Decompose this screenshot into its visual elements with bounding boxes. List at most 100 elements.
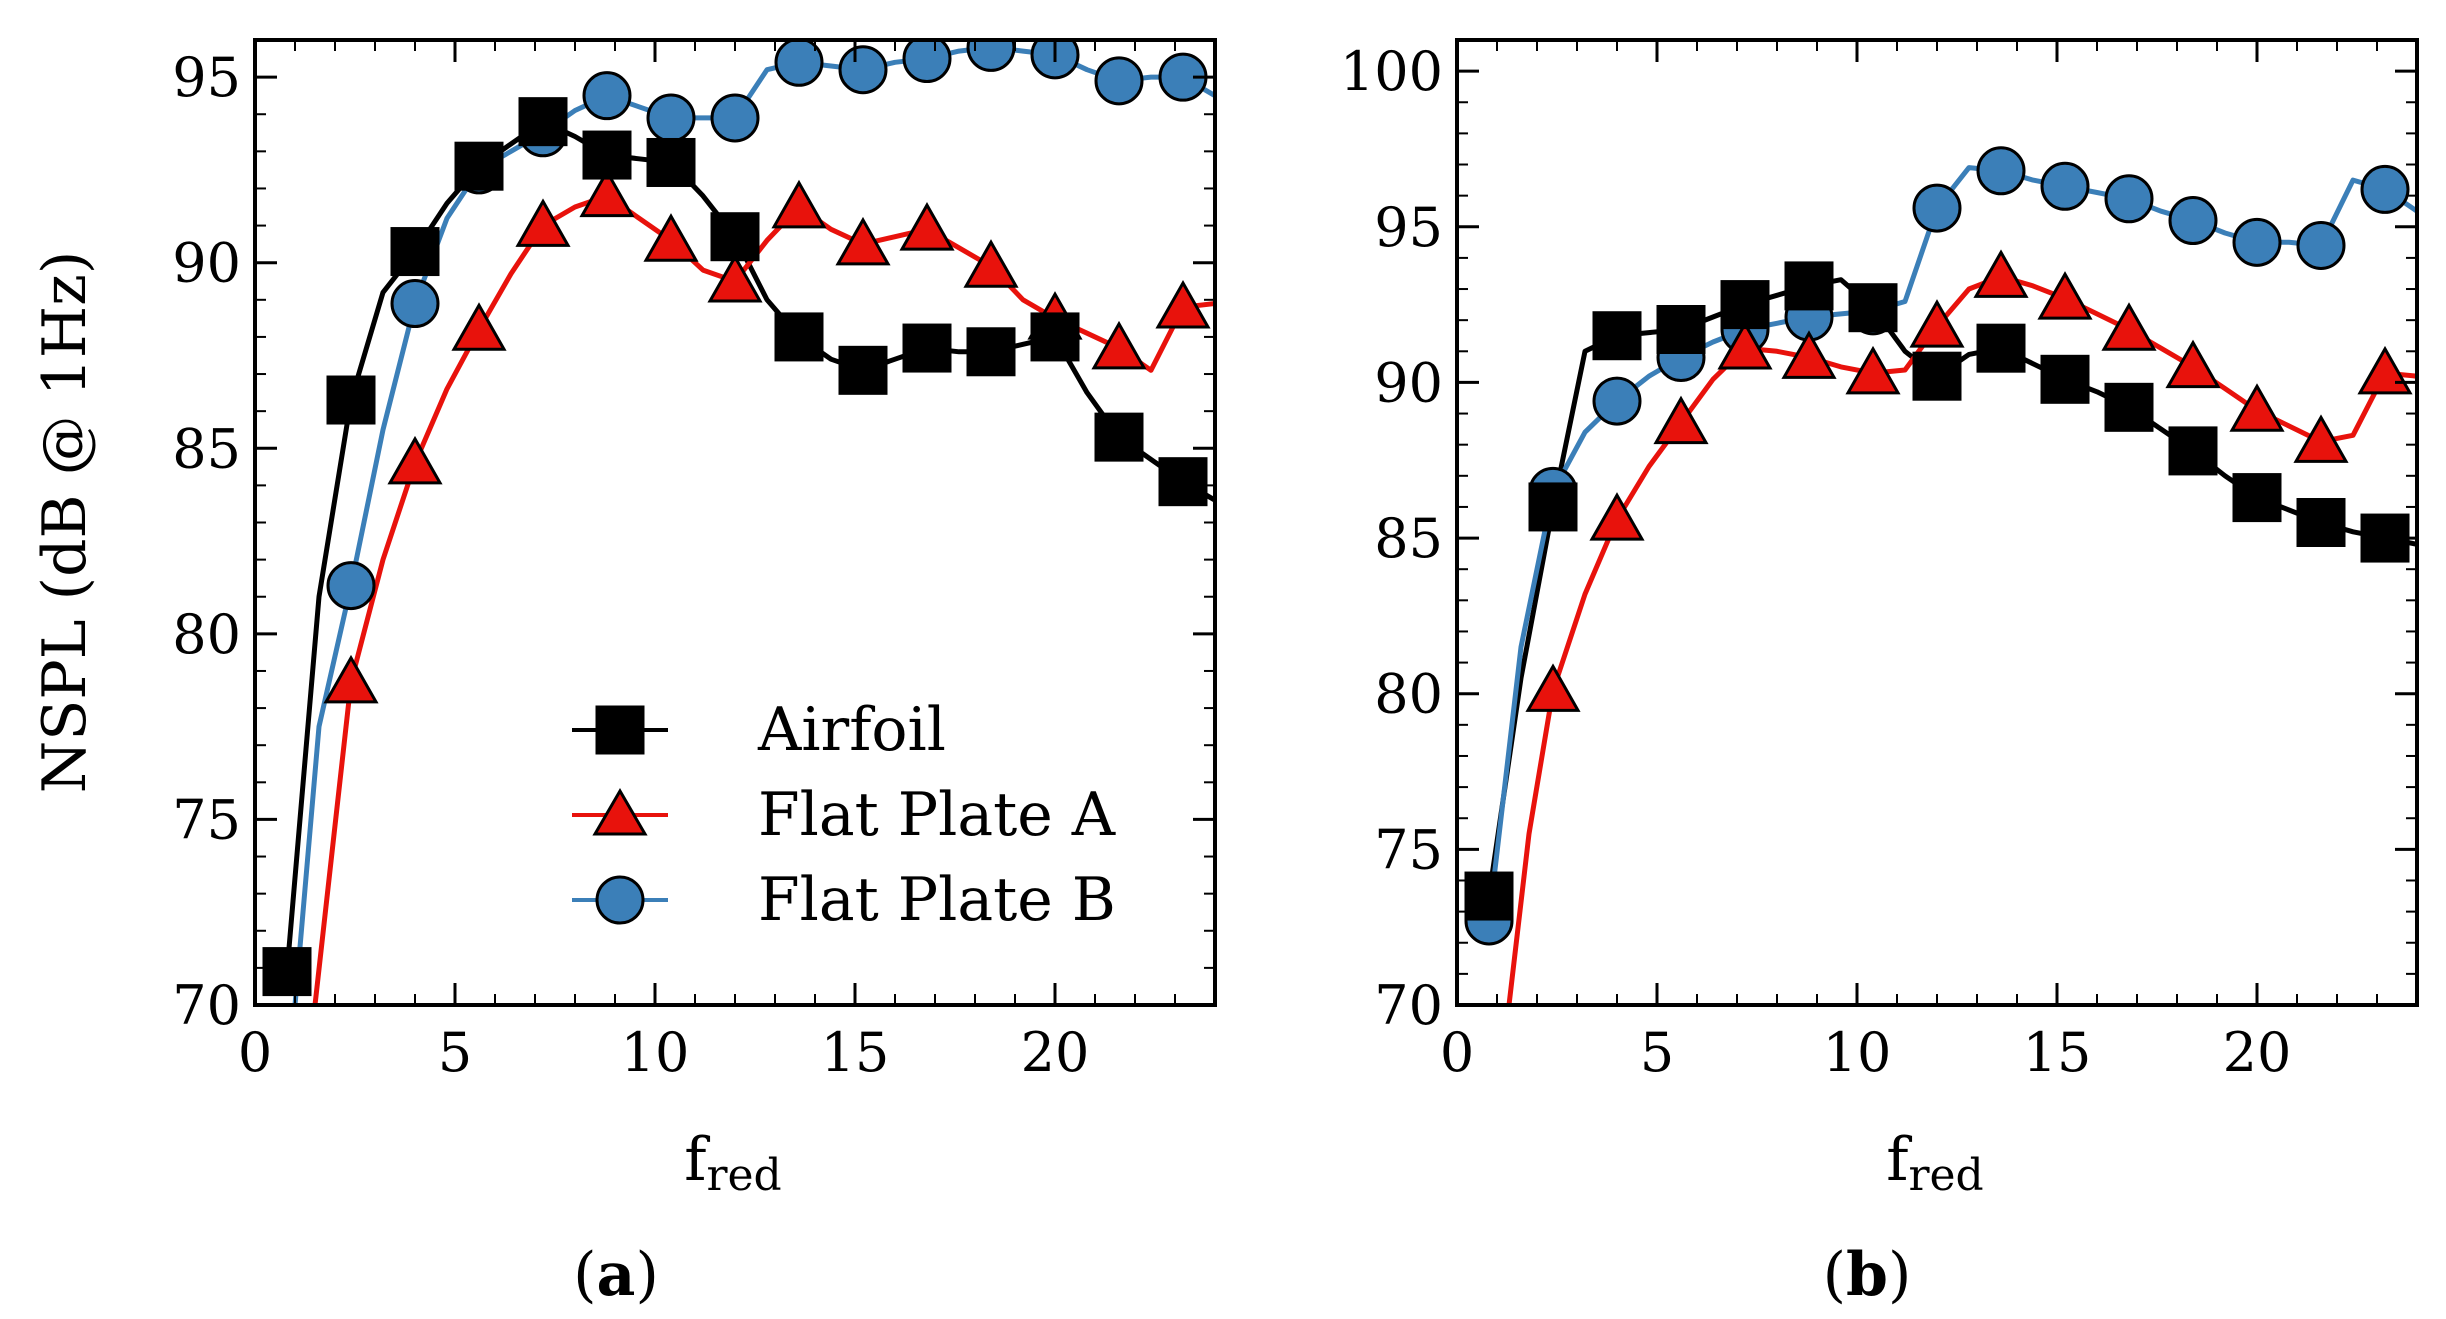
panel-a-point-flat-plate-a <box>899 202 955 251</box>
panel-b-ticks: 0 5 10 15 20 70 75 80 85 90 95 100 <box>1340 39 2418 1084</box>
panel-b-point-flat-plate-b <box>2232 217 2282 267</box>
panel-a-point-airfoil <box>966 327 1016 377</box>
legend-entry-flat-plate-a: Flat Plate A <box>572 780 1116 850</box>
panel-b-series-line-flat-plate-b <box>1486 165 2417 922</box>
panel-b-label: (b) <box>1823 1240 1912 1310</box>
panel-b-y-tick-label: 80 <box>1374 663 1443 726</box>
panel-a-point-airfoil <box>454 141 504 191</box>
panel-a-point-airfoil <box>1158 457 1208 507</box>
panel-b-point-airfoil <box>1720 280 1770 330</box>
panel-a-point-flat-plate-b <box>390 279 440 329</box>
panel-b-y-tick-label: 90 <box>1374 351 1443 414</box>
panel-b-point-airfoil <box>1656 305 1706 354</box>
panel-a-label-close: ) <box>635 1240 658 1310</box>
panel-a-x-axis-title-sub: red <box>706 1150 781 1201</box>
legend-entry-airfoil: Airfoil <box>572 695 946 765</box>
panel-b-label-close: ) <box>1888 1240 1911 1310</box>
panel-a-y-tick-label: 90 <box>172 232 241 295</box>
panel-b-x-tick-label: 15 <box>2023 1021 2092 1084</box>
legend-label-airfoil: Airfoil <box>757 695 946 765</box>
panel-b-point-flat-plate-b <box>2104 174 2154 224</box>
panel-a-point-flat-plate-b <box>902 40 952 84</box>
panel-b-label-letter: b <box>1846 1240 1888 1310</box>
panel-b-y-tick-label: 95 <box>1374 196 1443 259</box>
panel-b-y-tick-label: 75 <box>1374 818 1443 881</box>
panel-a-point-flat-plate-a <box>771 179 827 229</box>
panel-b-point-flat-plate-b <box>2040 161 2090 211</box>
panel-a-point-flat-plate-b <box>646 93 696 143</box>
panel-a-point-flat-plate-a <box>835 216 891 266</box>
panel-a-y-tick-label: 85 <box>172 417 241 480</box>
panel-a-y-tick-label: 70 <box>172 974 241 1037</box>
panel-b-point-flat-plate-a <box>1717 320 1773 370</box>
panel-a-series-line-flat-plate-b <box>292 44 1215 1005</box>
legend-label-flat-plate-a: Flat Plate A <box>758 780 1116 850</box>
panel-a-series-layer <box>262 40 1215 1005</box>
panel-a-point-flat-plate-a <box>323 654 379 704</box>
panel-b-x-tick-label: 10 <box>1823 1021 1892 1084</box>
y-axis-title: NSPL (dB @ 1Hz) <box>30 251 100 793</box>
panel-b-point-airfoil <box>2296 498 2346 547</box>
panel-a-y-tick-label: 80 <box>172 603 241 666</box>
panel-b-point-airfoil <box>1464 871 1514 921</box>
panel-b-x-tick-label: 5 <box>1640 1021 1674 1084</box>
panel-a-point-airfoil <box>262 947 312 997</box>
panel-b-x-tick-label: 0 <box>1440 1021 1474 1084</box>
panel-a-x-tick-label: 20 <box>1021 1021 1090 1084</box>
panel-b-point-flat-plate-a <box>2229 383 2285 432</box>
panel-b-point-airfoil <box>1528 482 1578 532</box>
panel-b-point-airfoil <box>2232 473 2282 523</box>
panel-a-point-flat-plate-a <box>387 435 443 485</box>
panel-a-point-airfoil <box>582 130 632 180</box>
panel-a-y-tick-label: 95 <box>172 46 241 109</box>
panel-a-point-flat-plate-b <box>838 45 888 95</box>
panel-b-point-flat-plate-a <box>1845 345 1901 395</box>
panel-b-point-flat-plate-a <box>2293 414 2349 463</box>
panel-a-x-tick-label: 5 <box>438 1021 472 1084</box>
panel-b-x-axis-title: fred <box>1886 1125 1983 1201</box>
legend-marker-flat-plate-b <box>595 875 645 925</box>
panel-b-y-tick-label: 70 <box>1374 974 1443 1037</box>
panel-a-point-airfoil <box>902 323 952 373</box>
panel-b-point-flat-plate-b <box>2168 196 2218 246</box>
panel-b-point-flat-plate-a <box>2165 339 2221 389</box>
panel-a-y-tick-label: 75 <box>172 788 241 851</box>
panel-a-point-airfoil <box>710 212 760 262</box>
panel-a-label-open: ( <box>573 1240 596 1310</box>
panel-a-point-airfoil <box>838 345 888 395</box>
legend-marker-flat-plate-a <box>592 788 648 836</box>
panel-b-point-airfoil <box>2104 382 2154 432</box>
panel-b-y-tick-label: 85 <box>1374 507 1443 570</box>
panel-a-point-airfoil <box>774 312 824 362</box>
panel-a-label-letter: a <box>597 1240 636 1310</box>
panel-a-point-flat-plate-a <box>515 198 571 247</box>
panel-b-point-flat-plate-a <box>2357 345 2413 395</box>
panel-b-point-airfoil <box>1912 351 1962 401</box>
panel-b-point-airfoil <box>1784 261 1834 311</box>
panel-a-point-flat-plate-a <box>643 213 699 262</box>
panel-a-point-flat-plate-b <box>710 93 760 143</box>
panel-b-point-airfoil <box>2168 426 2218 476</box>
panel-a-point-flat-plate-b <box>582 71 632 121</box>
panel-a: 0 5 10 15 20 70 75 80 85 90 95 fred (a) Airfoil Fl… <box>172 38 1217 1310</box>
panel-b-point-flat-plate-a <box>2037 271 2093 320</box>
panel-b-point-flat-plate-a <box>1909 299 1965 348</box>
panel-a-point-flat-plate-b <box>326 561 376 611</box>
panel-b-point-flat-plate-b <box>1592 376 1642 426</box>
panel-a-point-flat-plate-a <box>579 168 635 218</box>
panel-b-point-flat-plate-b <box>2296 220 2346 270</box>
panel-a-x-tick-label: 0 <box>238 1021 272 1084</box>
panel-b-label-open: ( <box>1823 1240 1846 1310</box>
panel-a-point-flat-plate-a <box>1091 320 1147 370</box>
panel-b-point-airfoil <box>2040 354 2090 404</box>
panel-b-y-tick-label: 100 <box>1340 40 1443 103</box>
panel-b-point-airfoil <box>1976 323 2026 373</box>
panel-b-point-airfoil <box>1592 311 1642 361</box>
panel-a-x-tick-label: 15 <box>821 1021 890 1084</box>
panel-b-series-line-flat-plate-a <box>1506 274 2417 1005</box>
legend: Airfoil Flat Plate A Flat Plate B <box>572 695 1116 935</box>
panel-a-x-tick-label: 10 <box>621 1021 690 1084</box>
panel-b-point-flat-plate-a <box>1525 663 1581 712</box>
panel-a-point-flat-plate-b <box>1094 56 1144 106</box>
